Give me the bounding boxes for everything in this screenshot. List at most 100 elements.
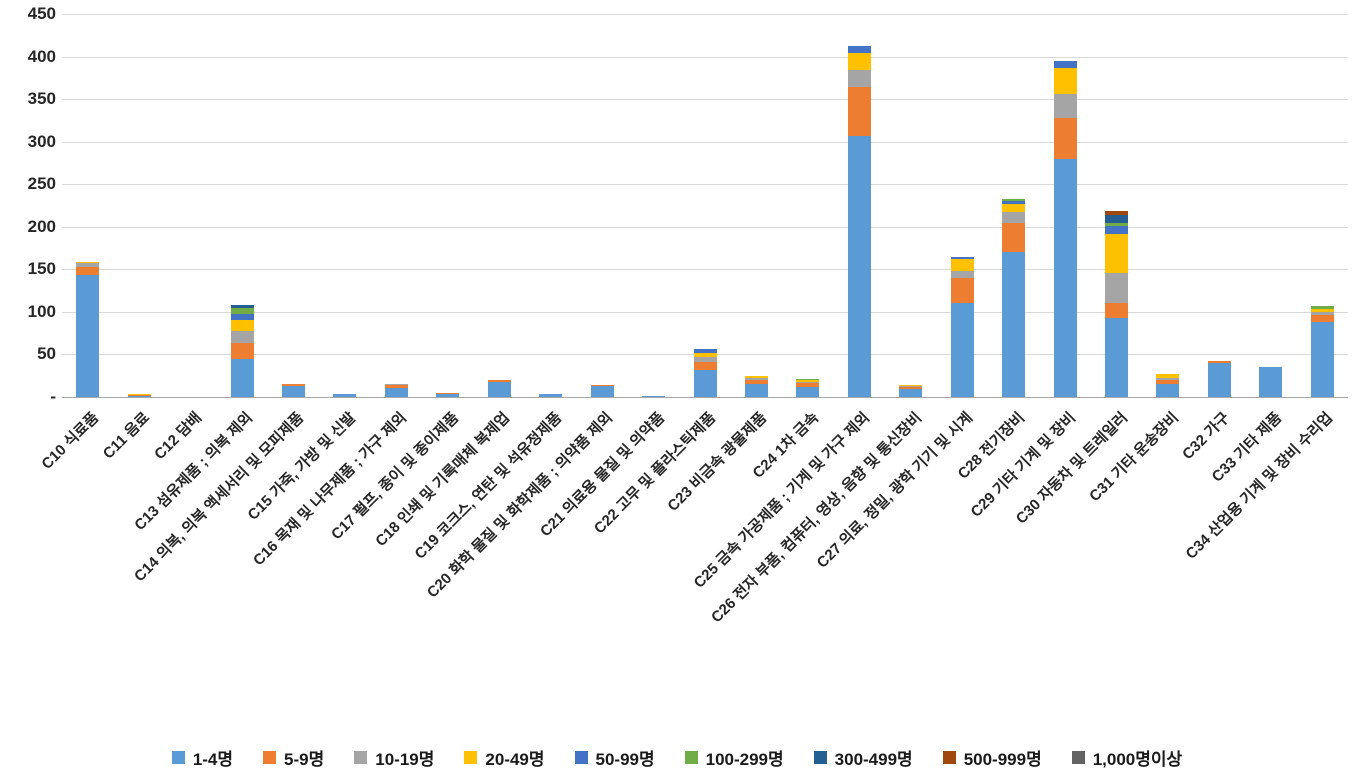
bar-segment [230,343,254,359]
bar-segment [642,396,666,397]
bar-segment [950,277,974,304]
bar-segment [899,385,923,387]
legend-color-swatch [1071,751,1085,764]
bar-segment [230,320,254,331]
bar-segment [744,379,768,385]
bar-segment [487,381,511,397]
bar-segment [1053,158,1077,397]
bar-segment [127,396,151,397]
bar-segment [127,394,151,396]
bar-segment [847,45,871,54]
legend-item: 5-9명 [263,745,324,770]
bar-segment [693,357,717,363]
gridline [62,56,1348,58]
legend-color-swatch [464,751,478,764]
legend-color-swatch [171,751,185,764]
gridline [62,269,1348,271]
gridline [62,14,1348,15]
gridline [62,184,1348,186]
bar-segment [384,384,408,386]
x-axis-line [62,397,1348,398]
bar-segment [1105,302,1129,318]
bar-segment [693,369,717,397]
bar-segment [1105,211,1129,215]
legend-item-label: 20-49명 [485,750,545,769]
bar-segment [1310,305,1334,309]
bar-segment [1156,379,1180,385]
legend-item: 1,000명이상 [1071,745,1182,770]
y-axis-tick-label: 200 [27,216,56,236]
legend-item-label: 5-9명 [284,750,325,769]
bar-segment [590,385,614,397]
bar-segment [950,259,974,272]
legend-color-swatch [942,751,956,764]
bar-segment [1105,223,1129,226]
legend-color-swatch [263,751,277,764]
bar-segment [127,395,151,397]
bar-segment [1002,252,1026,397]
bar-segment [744,384,768,397]
legend-color-swatch [813,751,827,764]
legend-item-label: 300-499명 [834,750,913,769]
bar-segment [1310,315,1334,323]
bar-segment [847,53,871,71]
bar-segment [1002,212,1026,223]
legend-color-swatch [354,751,368,764]
y-axis-tick-label: 50 [37,344,56,364]
legend-item-label: 10-19명 [375,750,435,769]
bar-segment [1105,214,1129,224]
bar-segment [1105,225,1129,235]
bar-segment [436,394,460,397]
bar-segment [950,256,974,260]
bar-segment [76,275,100,397]
legend-item: 10-19명 [354,745,434,770]
legend-item-label: 1-4명 [192,750,234,769]
bar-segment [693,352,717,357]
bar-segment [1002,198,1026,202]
bar-segment [796,378,820,380]
bar-segment [384,385,408,388]
bar-segment [847,70,871,88]
bar-segment [899,384,923,386]
bar-segment [1207,361,1231,363]
bar-segment [796,383,820,387]
y-axis-tick-label: 250 [27,174,56,194]
legend-item-label: 100-299명 [705,750,784,769]
legend-item: 20-49명 [464,745,545,770]
bar-segment [1053,60,1077,69]
bar-segment [847,135,871,397]
bar-segment [1310,308,1334,312]
legend-item: 1-4명 [171,745,234,770]
gridline [62,141,1348,143]
bar-segment [693,348,717,353]
y-axis-tick-label: 350 [27,89,56,109]
bar-segment [230,358,254,397]
bar-segment [1002,222,1026,253]
bar-segment [899,386,923,389]
bar-segment [384,387,408,397]
bar-segment [1053,68,1077,95]
bar-segment [76,263,100,267]
bar-segment [281,385,305,397]
y-axis-tick-label: 400 [27,46,56,66]
y-axis-tick-label: 150 [27,259,56,279]
legend-item-label: 50-99명 [595,750,655,769]
gridline [62,99,1348,101]
y-axis-tick-label: - [50,387,56,406]
bar-segment [1002,203,1026,213]
y-axis-tick-label: 300 [27,131,56,151]
bar-segment [281,384,305,386]
bar-segment [744,375,768,379]
bar-segment [333,393,357,397]
bar-segment [796,381,820,384]
legend-item: 100-299명 [684,745,784,770]
bar-segment [230,305,254,308]
bar-segment [230,307,254,314]
bar-segment [1207,362,1231,397]
legend-color-swatch [574,751,588,764]
legend-item: 300-499명 [813,745,913,770]
bar-segment [1053,94,1077,118]
bar-segment [590,384,614,386]
bar-segment [76,261,100,264]
bar-segment [1156,374,1180,379]
